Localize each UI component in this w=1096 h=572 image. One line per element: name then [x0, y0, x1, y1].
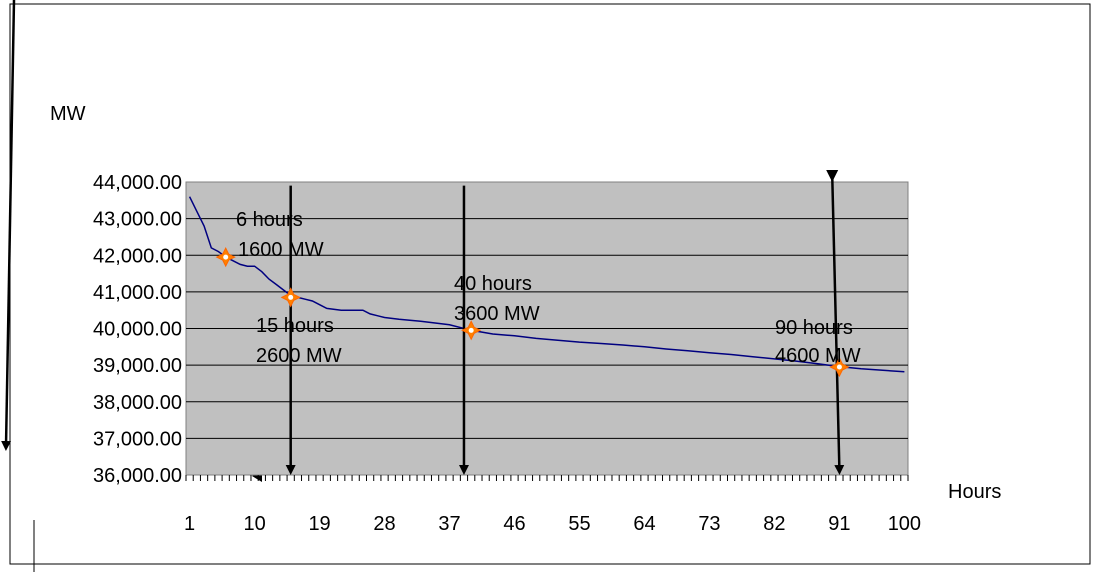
data-marker — [461, 320, 482, 341]
x-tick-label: 64 — [633, 513, 655, 535]
x-tick-label: 46 — [503, 513, 525, 535]
annotation-40h-mw: 3600 MW — [454, 303, 540, 325]
y-tick-label: 41,000.00 — [93, 282, 182, 304]
y-axis-tick-labels: 36,000.00 37,000.00 38,000.00 39,000.00 40,0… — [93, 172, 182, 487]
y-tick-label: 37,000.00 — [93, 428, 182, 450]
y-axis-title: MW — [50, 103, 86, 125]
x-axis-minor-ticks — [185, 475, 909, 481]
annotation-6h-mw: 1600 MW — [238, 239, 324, 261]
x-tick-label: 100 — [888, 513, 921, 535]
y-tick-label: 44,000.00 — [93, 172, 182, 194]
y-tick-label: 42,000.00 — [93, 245, 182, 267]
y-tick-label: 36,000.00 — [93, 465, 182, 487]
annotation-40h-hours: 40 hours — [454, 273, 532, 295]
data-marker — [280, 287, 301, 308]
annotation-arrows — [285, 170, 845, 475]
y-tick-label: 39,000.00 — [93, 355, 182, 377]
annotation-15h-mw: 2600 MW — [256, 345, 342, 367]
x-tick-label: 91 — [828, 513, 850, 535]
data-marker — [215, 246, 236, 268]
x-tick-label: 28 — [373, 513, 395, 535]
x-tick-label: 82 — [763, 513, 785, 535]
x-tick-label: 1 — [184, 513, 195, 535]
left-edge-arrow — [1, 0, 16, 451]
x-tick-label: 73 — [698, 513, 720, 535]
annotation-90h-mw: 4600 MW — [775, 345, 861, 367]
x-tick-label: 10 — [243, 513, 265, 535]
data-marker — [829, 356, 850, 378]
gridlines — [186, 218, 908, 439]
x-tick-label: 19 — [308, 513, 330, 535]
y-tick-label: 40,000.00 — [93, 319, 182, 341]
annotation-arrow — [830, 173, 845, 475]
annotation-6h-hours: 6 hours — [236, 209, 303, 231]
data-markers — [215, 246, 850, 378]
series-line — [188, 196, 905, 373]
annotation-15h-hours: 15 hours — [256, 315, 334, 337]
x-axis-title: Hours — [948, 481, 1001, 503]
annotation-90h-hours: 90 hours — [775, 317, 853, 339]
y-tick-label: 43,000.00 — [93, 209, 182, 231]
y-tick-label: 38,000.00 — [93, 392, 182, 414]
annotation-arrow-top-head — [826, 170, 839, 182]
x-tick-label: 55 — [568, 513, 590, 535]
x-tick-label: 37 — [438, 513, 460, 535]
x-axis-tick-labels: 1 10 19 28 37 46 55 64 73 82 91 100 — [184, 513, 921, 535]
